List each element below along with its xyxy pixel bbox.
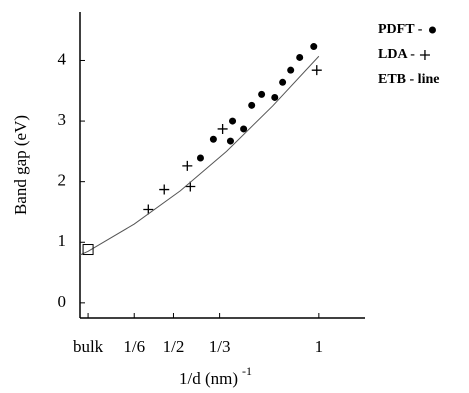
x-tick-label: bulk [73, 337, 104, 356]
point [240, 125, 248, 133]
point [82, 244, 94, 256]
point [217, 123, 228, 134]
point [310, 43, 318, 51]
x-axis-label: 1/d (nm) [179, 369, 238, 388]
y-tick-label: 3 [58, 110, 67, 129]
y-tick-label: 0 [58, 292, 67, 311]
point [279, 78, 287, 86]
point [226, 137, 234, 145]
x-tick-label: 1/2 [163, 337, 185, 356]
y-tick-label: 1 [58, 231, 67, 250]
x-tick-label: 1 [315, 337, 324, 356]
legend-label: LDA - [378, 47, 415, 62]
y-tick-label: 4 [58, 49, 67, 68]
x-tick-label: 1/6 [123, 337, 145, 356]
point [209, 135, 217, 143]
point [248, 101, 256, 109]
y-tick-label: 2 [58, 171, 67, 190]
legend-marker [428, 26, 436, 34]
etb-line [79, 55, 320, 256]
y-axis-label: Band gap (eV) [11, 115, 30, 215]
legend-marker [419, 50, 430, 60]
point [311, 65, 322, 76]
x-axis-label-sup: -1 [242, 364, 252, 378]
point [258, 90, 266, 98]
point [229, 117, 237, 125]
point [196, 154, 204, 162]
point [296, 53, 304, 61]
legend-label: ETB - line [378, 72, 439, 87]
point [287, 66, 295, 74]
point [185, 181, 196, 192]
legend-label: PDFT - [378, 22, 423, 37]
x-tick-label: 1/3 [209, 337, 231, 356]
point [143, 204, 154, 215]
point [271, 93, 279, 101]
point [159, 184, 170, 195]
point [182, 160, 193, 171]
